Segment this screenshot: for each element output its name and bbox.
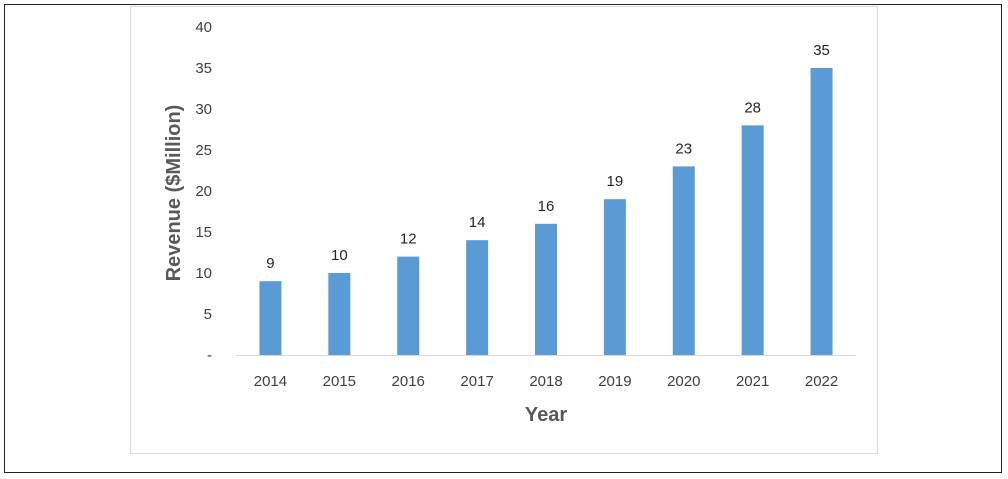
x-tick-label-2019: 2019 (598, 373, 631, 390)
bar-2014 (259, 281, 282, 355)
y-tick-label: 30 (195, 101, 212, 118)
bar-2015 (328, 273, 351, 355)
x-tick-label-2015: 2015 (323, 373, 356, 390)
y-axis-title: Revenue ($Million) (163, 105, 185, 282)
data-label-2019: 19 (607, 173, 624, 190)
y-tick-label: 35 (195, 60, 212, 77)
data-label-2017: 14 (469, 214, 486, 231)
x-tick-label-2021: 2021 (736, 373, 769, 390)
data-label-2015: 10 (331, 247, 348, 264)
bar-2017 (466, 240, 489, 355)
data-label-2014: 9 (266, 255, 274, 272)
x-tick-label-2014: 2014 (254, 373, 287, 390)
y-tick-label: 20 (195, 183, 212, 200)
x-axis-title: Year (525, 404, 567, 426)
data-labels: 9 10 12 14 16 19 23 28 35 (266, 42, 830, 272)
x-tick-label-2022: 2022 (805, 373, 838, 390)
data-label-2018: 16 (538, 198, 555, 215)
x-tick-label-2016: 2016 (392, 373, 425, 390)
x-axis: 2014 2015 2016 2017 2018 2019 2020 2021 2022 (254, 373, 838, 390)
bar-2018 (535, 223, 557, 355)
x-tick-label-2020: 2020 (667, 373, 700, 390)
bar-2021 (741, 125, 764, 356)
data-label-2016: 12 (400, 231, 417, 248)
bar-2019 (603, 199, 626, 355)
bar-2016 (397, 256, 420, 355)
y-tick-label: 5 (204, 306, 212, 323)
bar-2020 (672, 166, 695, 355)
data-label-2020: 23 (675, 140, 692, 157)
data-label-2022: 35 (813, 42, 830, 59)
y-tick-label: 40 (195, 19, 212, 36)
y-tick-label: 10 (195, 265, 212, 282)
data-label-2021: 28 (744, 99, 761, 116)
y-tick-label: 25 (195, 142, 212, 159)
y-tick-label: 15 (195, 224, 212, 241)
bar-2022 (810, 68, 833, 355)
y-tick-label: - (207, 347, 212, 364)
y-axis: - 5 10 15 20 25 30 35 40 (195, 19, 212, 364)
x-tick-label-2017: 2017 (460, 373, 493, 390)
x-tick-label-2018: 2018 (529, 373, 562, 390)
bars (259, 68, 833, 356)
